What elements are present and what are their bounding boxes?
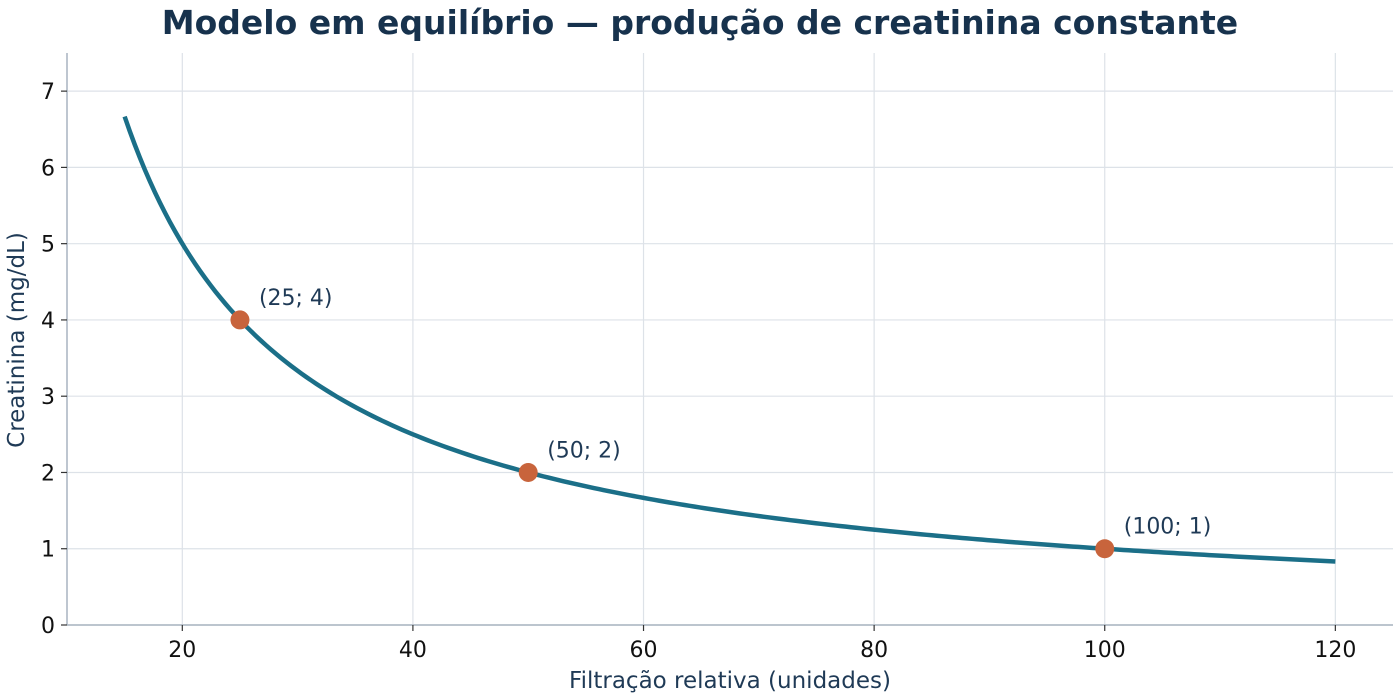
x-tick-label: 60 — [630, 638, 658, 663]
y-axis: 0 1 2 3 4 5 6 7 — [41, 80, 67, 639]
y-tick-label: 0 — [41, 614, 55, 639]
data-point — [1095, 539, 1115, 559]
point-annotation: (25; 4) — [259, 286, 333, 311]
y-tick-label: 6 — [41, 156, 55, 181]
data-point — [518, 462, 538, 482]
y-tick-label: 1 — [41, 538, 55, 563]
x-tick-label: 40 — [399, 638, 427, 663]
axes — [66, 53, 1393, 626]
y-tick-label: 4 — [41, 309, 55, 334]
x-tick-label: 80 — [860, 638, 888, 663]
point-annotation: (100; 1) — [1124, 515, 1212, 540]
x-axis-label: Filtração relativa (unidades) — [569, 668, 891, 694]
y-tick-label: 7 — [41, 80, 55, 105]
y-axis-label: Creatinina (mg/dL) — [4, 232, 30, 448]
y-tick-label: 2 — [41, 461, 55, 486]
series-line — [122, 115, 1336, 564]
x-tick-label: 20 — [168, 638, 196, 663]
data-point — [230, 310, 250, 330]
y-tick-label: 3 — [41, 385, 55, 410]
x-axis: 20 40 60 80 100 120 — [168, 625, 1356, 663]
x-tick-label: 100 — [1084, 638, 1126, 663]
point-annotation: (50; 2) — [547, 438, 621, 463]
plot-area: (25; 4) (50; 2) (100; 1) — [122, 115, 1336, 564]
y-tick-label: 5 — [41, 233, 55, 258]
grid — [67, 53, 1393, 626]
chart-title: Modelo em equilíbrio — produção de creat… — [162, 3, 1238, 42]
x-tick-label: 120 — [1314, 638, 1356, 663]
